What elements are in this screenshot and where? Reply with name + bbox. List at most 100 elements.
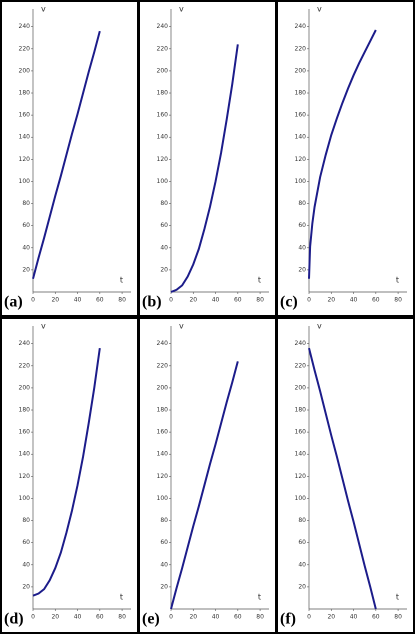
panel-label: (a): [4, 294, 23, 311]
y-tick-label: 240: [19, 340, 31, 347]
y-tick-label: 20: [160, 266, 168, 273]
panel-label: (c): [280, 294, 298, 311]
y-tick-label: 220: [19, 362, 31, 369]
y-tick-label: 220: [157, 362, 169, 369]
x-axis-label: t: [120, 276, 123, 285]
y-tick-label: 240: [19, 23, 31, 30]
y-tick-label: 80: [160, 200, 168, 207]
y-tick-label: 100: [157, 495, 169, 502]
x-tick-label: 0: [169, 614, 173, 621]
data-line: [170, 361, 239, 610]
y-tick-label: 80: [298, 517, 306, 524]
panel-label: (e): [142, 611, 160, 628]
y-tick-label: 160: [19, 429, 31, 436]
y-tick-label: 180: [295, 90, 307, 97]
x-tick-label: 80: [256, 614, 264, 621]
y-tick-label: 180: [157, 407, 169, 414]
y-tick-label: 200: [19, 384, 31, 391]
y-tick-label: 200: [157, 384, 169, 391]
x-tick-label: 0: [169, 297, 173, 304]
x-tick-label: 20: [189, 614, 197, 621]
y-tick-label: 140: [19, 451, 31, 458]
y-tick-label: 120: [157, 156, 169, 163]
y-tick-label: 180: [19, 407, 31, 414]
data-line: [308, 347, 377, 610]
y-tick-label: 60: [160, 539, 168, 546]
panel-label: (d): [4, 611, 24, 628]
y-tick-label: 140: [295, 451, 307, 458]
y-tick-label: 240: [295, 340, 307, 347]
y-tick-label: 40: [22, 561, 30, 568]
y-tick-label: 60: [22, 539, 30, 546]
y-tick-label: 100: [295, 495, 307, 502]
y-tick-label: 60: [298, 222, 306, 229]
x-tick-label: 20: [327, 297, 335, 304]
x-tick-label: 0: [307, 297, 311, 304]
panel-border: [276, 0, 415, 317]
y-tick-label: 40: [298, 244, 306, 251]
x-tick-label: 0: [31, 614, 35, 621]
y-tick-label: 40: [160, 244, 168, 251]
data-line: [32, 30, 101, 279]
y-tick-label: 160: [19, 112, 31, 119]
y-tick-label: 140: [19, 134, 31, 141]
x-axis-label: t: [258, 593, 261, 602]
x-tick-label: 40: [350, 297, 358, 304]
x-tick-label: 20: [51, 614, 59, 621]
y-tick-label: 20: [22, 583, 30, 590]
y-tick-label: 40: [160, 561, 168, 568]
y-tick-label: 120: [157, 473, 169, 480]
x-tick-label: 0: [31, 297, 35, 304]
x-tick-label: 40: [212, 297, 220, 304]
x-tick-label: 80: [394, 297, 402, 304]
y-tick-label: 20: [298, 583, 306, 590]
y-tick-label: 80: [160, 517, 168, 524]
panel-label: (f): [280, 611, 296, 628]
y-tick-label: 80: [298, 200, 306, 207]
x-axis-label: t: [120, 593, 123, 602]
data-line: [308, 29, 377, 279]
y-tick-label: 120: [19, 473, 31, 480]
y-axis-label: v: [179, 322, 184, 331]
x-tick-label: 80: [394, 614, 402, 621]
y-tick-label: 80: [22, 200, 30, 207]
x-tick-label: 80: [256, 297, 264, 304]
y-tick-label: 220: [295, 362, 307, 369]
data-line: [170, 44, 239, 293]
y-tick-label: 40: [22, 244, 30, 251]
y-tick-label: 140: [295, 134, 307, 141]
x-axis-label: t: [396, 276, 399, 285]
y-tick-label: 40: [298, 561, 306, 568]
x-tick-label: 40: [212, 614, 220, 621]
y-tick-label: 180: [157, 90, 169, 97]
data-line: [32, 347, 101, 597]
x-axis-label: t: [258, 276, 261, 285]
x-tick-label: 20: [51, 297, 59, 304]
x-tick-label: 60: [372, 614, 380, 621]
x-tick-label: 20: [189, 297, 197, 304]
y-tick-label: 220: [295, 45, 307, 52]
y-tick-label: 240: [157, 23, 169, 30]
y-axis-label: v: [317, 5, 322, 14]
x-tick-label: 60: [234, 614, 242, 621]
y-tick-label: 60: [160, 222, 168, 229]
panel-label: (b): [142, 294, 162, 311]
y-tick-label: 100: [295, 178, 307, 185]
y-tick-label: 140: [157, 451, 169, 458]
y-tick-label: 120: [19, 156, 31, 163]
y-tick-label: 160: [295, 429, 307, 436]
x-tick-label: 40: [74, 614, 82, 621]
x-tick-label: 80: [118, 614, 126, 621]
y-axis-label: v: [317, 322, 322, 331]
y-tick-label: 140: [157, 134, 169, 141]
y-tick-label: 160: [157, 429, 169, 436]
y-tick-label: 100: [19, 495, 31, 502]
x-tick-label: 60: [372, 297, 380, 304]
y-tick-label: 20: [160, 583, 168, 590]
y-axis-label: v: [41, 322, 46, 331]
y-tick-label: 240: [295, 23, 307, 30]
y-tick-label: 60: [298, 539, 306, 546]
y-tick-label: 160: [157, 112, 169, 119]
